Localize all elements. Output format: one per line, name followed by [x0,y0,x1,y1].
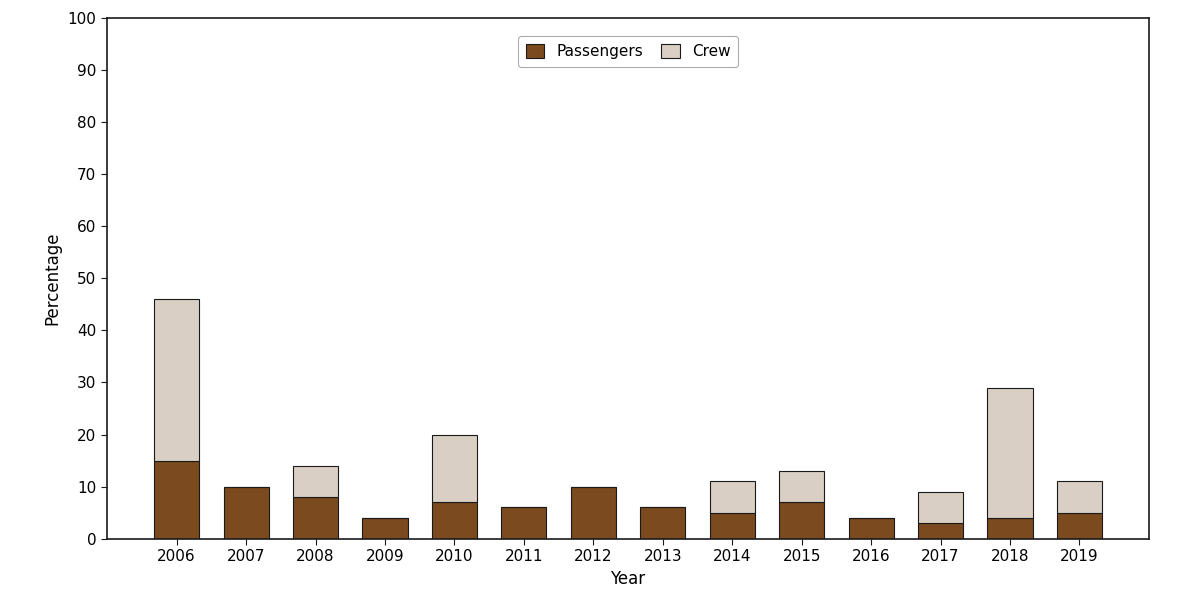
Bar [431,502,478,539]
Bar [918,492,963,523]
Bar [1057,481,1102,513]
Bar [224,487,269,539]
Bar [293,497,338,539]
Bar [848,518,893,539]
Bar [779,502,825,539]
Bar [779,471,825,502]
Bar [710,481,755,513]
Bar [987,518,1032,539]
Y-axis label: Percentage: Percentage [44,232,62,325]
Bar [363,518,408,539]
Bar [1057,513,1102,539]
X-axis label: Year: Year [610,570,646,588]
Bar [640,507,685,539]
Bar [710,513,755,539]
Bar [293,466,338,497]
Legend: Passengers, Crew: Passengers, Crew [518,36,738,67]
Bar [154,299,199,460]
Bar [501,507,546,539]
Bar [154,460,199,539]
Bar [431,435,478,502]
Bar [987,388,1032,518]
Bar [571,487,616,539]
Bar [918,523,963,539]
